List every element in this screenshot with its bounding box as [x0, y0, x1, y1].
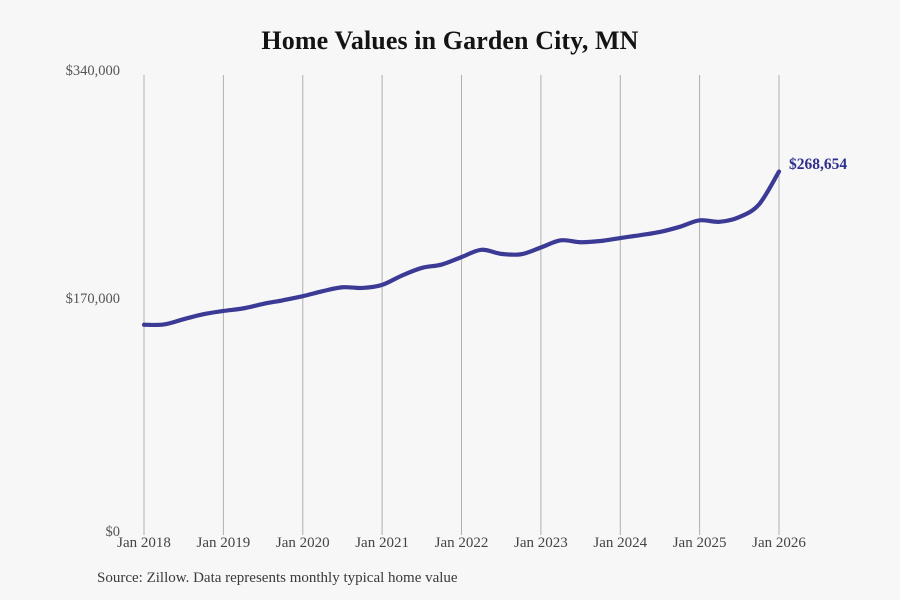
gridlines: [143, 75, 780, 535]
chart-title: Home Values in Garden City, MN: [261, 26, 639, 55]
x-axis-tick-label-jan-2018: Jan 2018: [117, 535, 171, 551]
x-axis-tick-label-jan-2019: Jan 2019: [196, 535, 251, 551]
y-axis-tick-label-0: $0: [105, 524, 121, 540]
source-note: Source: Zillow. Data represents monthly …: [97, 570, 458, 586]
x-axis-tick-label-jan-2020: Jan 2020: [275, 535, 330, 551]
end-value-annotation: $268,654: [789, 155, 848, 173]
y-axis-tick-label-340000: $340,000: [65, 63, 120, 79]
x-axis-tick-label-jan-2024: Jan 2024: [593, 535, 648, 551]
x-axis-tick-label-jan-2025: Jan 2025: [672, 535, 727, 551]
x-axis-tick-label-jan-2022: Jan 2022: [434, 535, 489, 551]
x-axis-tick-label-jan-2026: Jan 2026: [752, 535, 806, 551]
line-series-typical-home-value: [141, 169, 782, 328]
x-axis-tick-label-jan-2023: Jan 2023: [514, 535, 568, 551]
y-axis-tick-label-170000: $170,000: [65, 291, 120, 307]
x-axis-tick-label-jan-2021: Jan 2021: [355, 535, 409, 551]
